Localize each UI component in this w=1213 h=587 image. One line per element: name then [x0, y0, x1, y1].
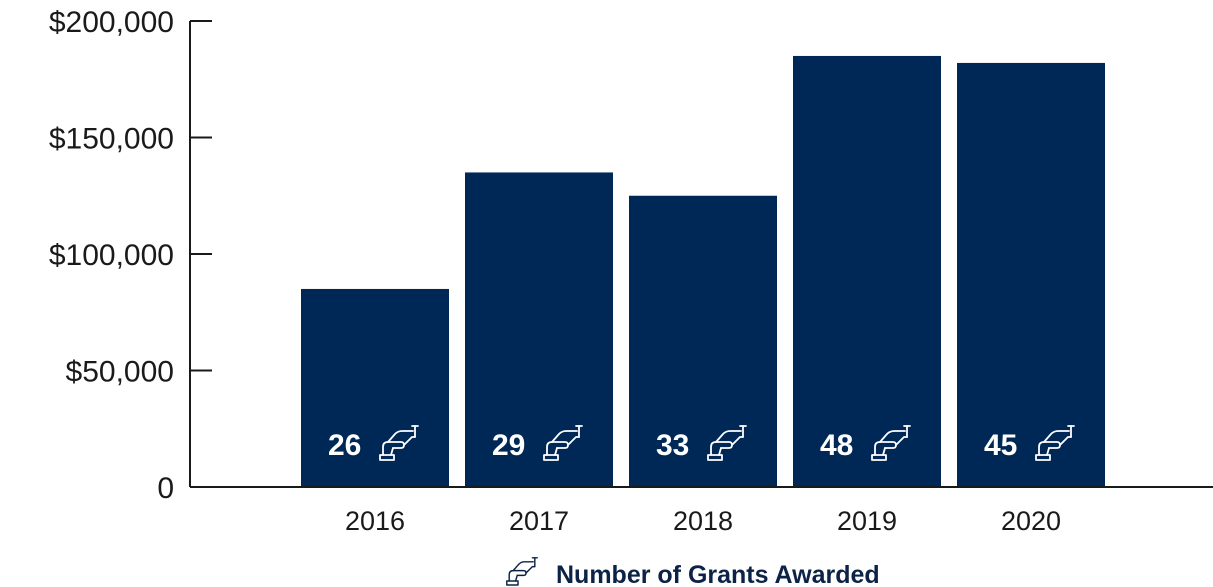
legend-hand-icon — [506, 557, 538, 586]
y-tick-label: $50,000 — [66, 356, 174, 389]
x-tick-label: 2017 — [509, 506, 569, 536]
grant-count-label: 26 — [328, 429, 361, 462]
bar — [957, 62, 1105, 487]
bar — [793, 55, 941, 487]
x-tick-label: 2018 — [673, 506, 733, 536]
x-axis: 2016 2017 2018 2019 2020 — [190, 486, 1213, 536]
grant-count-label: 33 — [656, 429, 689, 462]
bar — [465, 172, 613, 487]
hand-receiving-icon — [543, 425, 583, 461]
legend: Number of Grants Awarded — [506, 557, 880, 587]
bars: 26 29 33 48 45 — [301, 55, 1105, 487]
y-axis: 0 $50,000 $100,000 $150,000 $200,000 — [49, 6, 212, 505]
x-tick-label: 2016 — [345, 506, 405, 536]
grant-count-label: 48 — [820, 429, 853, 462]
y-tick-label: $150,000 — [49, 123, 174, 156]
hand-receiving-icon — [707, 425, 747, 461]
y-tick-label: $100,000 — [49, 239, 174, 272]
hand-receiving-icon — [871, 425, 911, 461]
grant-count-label: 45 — [984, 429, 1017, 462]
x-tick-label: 2019 — [837, 506, 897, 536]
y-tick-label: $200,000 — [49, 6, 174, 39]
bar — [301, 288, 449, 487]
hand-receiving-icon — [379, 425, 419, 461]
legend-label: Number of Grants Awarded — [556, 561, 880, 587]
hand-receiving-icon — [506, 557, 538, 586]
y-tick-label: 0 — [157, 472, 174, 505]
grant-count-label: 29 — [492, 429, 525, 462]
bar — [629, 195, 777, 487]
x-tick-label: 2020 — [1001, 506, 1061, 536]
hand-receiving-icon — [1035, 425, 1075, 461]
